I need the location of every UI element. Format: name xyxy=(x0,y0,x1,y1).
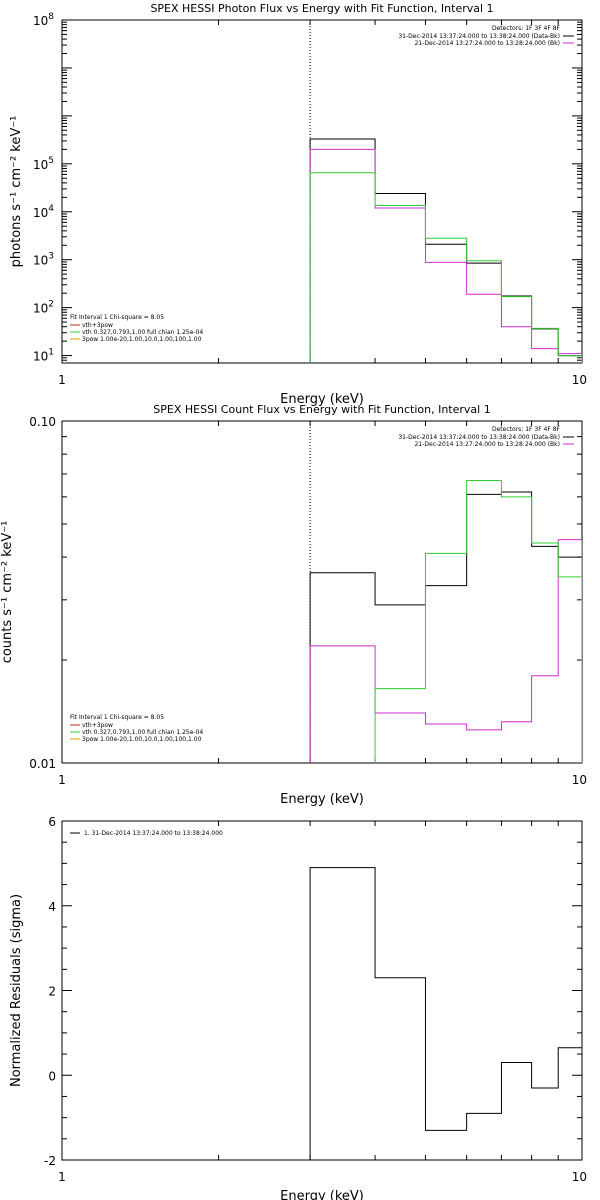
legend-item: 21-Dec-2014 13:27:24.000 to 13:28:24.000… xyxy=(415,441,560,448)
y-tick-label: 2 xyxy=(48,985,56,999)
y-tick-base: 10 xyxy=(33,14,48,28)
legend-item: 21-Dec-2014 13:27:24.000 to 13:28:24.000… xyxy=(415,40,560,47)
y-axis-label: Normalized Residuals (sigma) xyxy=(9,894,24,1087)
y-tick-label: 0.10 xyxy=(29,415,56,429)
y-tick-exp: 4 xyxy=(48,204,54,214)
y-tick-label: 0.01 xyxy=(29,757,56,771)
y-tick-exp: 5 xyxy=(48,156,54,166)
legend-bottom: Fit Interval 1 Chi-square = 8.05vth+3pow… xyxy=(70,714,203,743)
chart-title: SPEX HESSI Photon Flux vs Energy with Fi… xyxy=(150,2,493,15)
legend-item: 31-Dec-2014 13:37:24.000 to 13:38:24.000… xyxy=(398,33,560,40)
y-tick-label: 103 xyxy=(33,252,54,268)
legend-item: 31-Dec-2014 13:37:24.000 to 13:38:24.000… xyxy=(398,434,560,441)
plot-frame xyxy=(61,420,583,764)
chart-panel-3: 1 10 Energy (keV) -2 0 2 4 6 Normalized Residual… xyxy=(9,815,587,1200)
y-tick-label: -2 xyxy=(44,1154,56,1168)
chart-title: SPEX HESSI Count Flux vs Energy with Fit… xyxy=(153,403,490,416)
y-tick-base: 10 xyxy=(33,206,48,220)
y-tick-exp: 2 xyxy=(48,300,54,310)
x-tick-label: 1 xyxy=(58,373,66,387)
y-tick-label: 4 xyxy=(48,900,56,914)
legend-header: Fit Interval 1 Chi-square = 8.05 xyxy=(70,714,164,721)
series-line-green xyxy=(309,479,582,763)
legend-item: 1. 31-Dec-2014 13:37:24.000 to 13:38:24.… xyxy=(84,830,223,837)
x-axis-label: Energy (keV) xyxy=(280,792,364,807)
legend-item: vth 0.327,0.793,1.00 full chian 1.25e-04 xyxy=(82,729,203,736)
y-axis-label: counts s⁻¹ cm⁻² keV⁻¹ xyxy=(0,521,15,664)
x-axis-label: Energy (keV) xyxy=(280,392,364,407)
chart-panel-2: SPEX HESSI Count Flux vs Energy with Fit… xyxy=(0,403,587,807)
x-tick-label: 10 xyxy=(572,1170,587,1184)
y-tick-label: 108 xyxy=(33,12,54,28)
legend-bottom: Fit Interval 1 Chi-square = 8.05vth+3pow… xyxy=(70,314,203,343)
x-tick-label: 1 xyxy=(58,773,66,787)
legend-item: vth 0.327,0.793,1.00 full chian 1.25e-04 xyxy=(82,329,203,336)
y-tick-label: 6 xyxy=(48,815,56,829)
plot-frame xyxy=(61,19,583,364)
y-tick-label: 0 xyxy=(48,1069,56,1083)
y-tick-exp: 8 xyxy=(48,12,54,22)
y-tick-label: 104 xyxy=(33,204,54,220)
legend-item: 3pow 1.00e-20,1.00,10.0,1.00,100,1.00 xyxy=(82,736,202,743)
y-axis-label: photons s⁻¹ cm⁻² keV⁻¹ xyxy=(9,116,24,268)
legend-header: Detectors: 1F 3F 4F 8F xyxy=(492,426,561,433)
x-tick-label: 1 xyxy=(58,1170,66,1184)
series-line-magenta xyxy=(309,148,582,363)
legend-item: vth+3pow xyxy=(82,322,113,329)
y-tick-label: 102 xyxy=(33,300,54,316)
x-axis-label: Energy (keV) xyxy=(280,1189,364,1200)
y-tick-exp: 3 xyxy=(48,252,54,262)
y-tick-base: 10 xyxy=(33,254,48,268)
y-tick-base: 10 xyxy=(33,158,48,172)
series-line-black xyxy=(309,867,582,1160)
x-tick-label: 10 xyxy=(572,773,587,787)
series-line-magenta xyxy=(309,539,582,763)
legend-item: vth+3pow xyxy=(82,722,113,729)
x-tick-label: 10 xyxy=(572,373,587,387)
y-tick-exp: 1 xyxy=(48,348,54,358)
legend-item: 3pow 1.00e-20,1.00,10.0,1.00,100,1.00 xyxy=(82,336,202,343)
legend-header: Detectors: 1F 3F 4F 8F xyxy=(492,25,561,32)
y-tick-base: 10 xyxy=(33,350,48,364)
chart-panel-1: SPEX HESSI Photon Flux vs Energy with Fi… xyxy=(9,2,587,407)
y-tick-label: 105 xyxy=(33,156,54,172)
legend-top: 1. 31-Dec-2014 13:37:24.000 to 13:38:24.… xyxy=(70,830,223,837)
plot-frame xyxy=(61,820,583,1161)
y-tick-base: 10 xyxy=(33,302,48,316)
series-line-green xyxy=(309,172,582,363)
y-tick-label: 101 xyxy=(33,348,54,364)
legend-header: Fit Interval 1 Chi-square = 8.05 xyxy=(70,314,164,321)
series-line-black xyxy=(309,491,582,763)
